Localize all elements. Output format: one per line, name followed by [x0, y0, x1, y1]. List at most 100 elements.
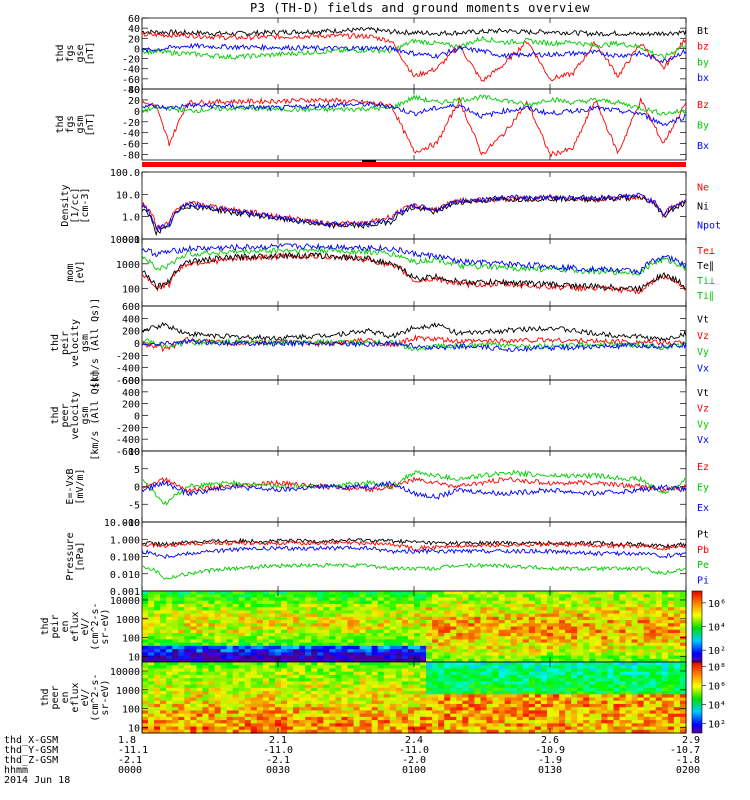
heatmap-cell [226, 591, 234, 595]
heatmap-cell [142, 710, 149, 715]
heatmap-cell [534, 655, 542, 660]
heatmap-cell [480, 603, 488, 608]
heatmap-cell [172, 697, 179, 702]
heatmap-cell [359, 716, 367, 721]
heatmap-cell [202, 652, 210, 657]
heatmap-cell [154, 684, 161, 689]
heatmap-cell [510, 678, 518, 682]
heatmap-cell [281, 658, 288, 663]
heatmap-cell [559, 620, 566, 624]
heatmap-cell [401, 729, 409, 734]
heatmap-cell [142, 678, 149, 682]
heatmap-cell [631, 713, 639, 718]
heatmap-cell [631, 678, 639, 682]
heatmap-cell [238, 729, 246, 734]
heatmap-cell [142, 613, 149, 618]
heatmap-cell [450, 678, 457, 682]
heatmap-cell [341, 639, 349, 644]
heatmap-cell [462, 723, 469, 728]
heatmap-cell [407, 600, 415, 605]
heatmap-cell [540, 700, 548, 705]
heatmap-cell [546, 623, 554, 628]
heatmap-cell [377, 694, 385, 699]
heatmap-cell [202, 607, 210, 611]
series-line-Te⊥ [141, 252, 687, 295]
heatmap-cell [468, 678, 476, 682]
heatmap-cell [190, 671, 197, 676]
heatmap-cell [353, 713, 361, 718]
y-tick-label: -400 [116, 364, 140, 375]
y-tick-label: 1000 [116, 686, 140, 697]
heatmap-cell [395, 687, 403, 692]
heatmap-cell [256, 720, 264, 724]
heatmap-cell [546, 687, 554, 692]
heatmap-cell [462, 639, 469, 644]
heatmap-cell [528, 652, 536, 657]
heatmap-cell [637, 645, 645, 650]
heatmap-cell [383, 623, 391, 628]
heatmap-cell [498, 610, 506, 615]
heatmap-cell [577, 639, 584, 644]
heatmap-cell [444, 658, 451, 663]
heatmap-cell [661, 674, 669, 679]
heatmap-cell [148, 694, 155, 699]
heatmap-cell [287, 597, 294, 602]
heatmap-cell [559, 639, 566, 644]
heatmap-cell [347, 623, 355, 628]
heatmap-cell [528, 710, 536, 715]
y-tick-label: -5 [128, 500, 140, 511]
heatmap-cell [438, 723, 445, 728]
mode-bar [142, 162, 686, 167]
heatmap-cell [522, 729, 530, 734]
heatmap-cell [565, 720, 572, 724]
heatmap-cell [522, 623, 530, 628]
series-line-bx [141, 42, 687, 64]
heatmap-cell [649, 687, 657, 692]
heatmap-cell [522, 636, 530, 641]
y-tick-label: -60 [122, 140, 140, 151]
legend-entry: Pb [697, 545, 709, 556]
heatmap-cell [389, 703, 397, 708]
heatmap-cell [450, 662, 457, 666]
heatmap-cell [371, 713, 379, 718]
heatmap-cell [311, 591, 318, 595]
heatmap-cell [474, 594, 482, 599]
heatmap-cell [184, 603, 191, 608]
heatmap-cell [184, 671, 191, 676]
heatmap-cell [317, 620, 324, 624]
heatmap-cell [172, 710, 179, 715]
heatmap-cell [371, 665, 379, 670]
heatmap-cell [583, 703, 590, 708]
heatmap-cell [438, 729, 445, 734]
heatmap-cell [172, 713, 179, 718]
heatmap-cell [559, 655, 566, 660]
heatmap-cell [540, 729, 548, 734]
heatmap-cell [420, 726, 427, 731]
heatmap-cell [583, 594, 590, 599]
heatmap-cell [679, 591, 687, 595]
heatmap-cell [480, 697, 488, 702]
heatmap-cell [202, 703, 210, 708]
heatmap-cell [607, 607, 615, 611]
heatmap-cell [262, 658, 270, 663]
heatmap-cell [244, 603, 252, 608]
y-axis-label: gsm [75, 115, 86, 133]
heatmap-cell [407, 729, 415, 734]
heatmap-cell [166, 600, 173, 605]
heatmap-cell [637, 687, 645, 692]
heatmap-cell [365, 691, 373, 695]
heatmap-cell [262, 691, 270, 695]
heatmap-cell [468, 620, 476, 624]
heatmap-cell [299, 632, 306, 637]
heatmap-cell [148, 636, 155, 641]
heatmap-cell [311, 642, 318, 647]
heatmap-cell [444, 671, 451, 676]
heatmap-cell [383, 629, 391, 634]
heatmap-cell [643, 681, 651, 686]
heatmap-cell [619, 703, 627, 708]
y-tick-label: 10.000 [104, 518, 140, 529]
heatmap-cell [553, 594, 560, 599]
heatmap-cell [335, 610, 343, 615]
heatmap-cell [420, 629, 427, 634]
heatmap-cell [667, 652, 675, 657]
